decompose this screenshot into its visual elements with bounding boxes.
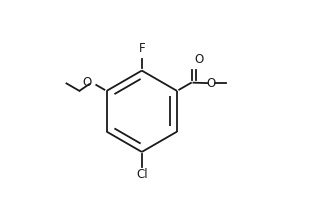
- Text: O: O: [83, 76, 92, 89]
- Text: Cl: Cl: [136, 168, 148, 181]
- Text: F: F: [139, 42, 145, 55]
- Text: O: O: [207, 77, 216, 90]
- Text: O: O: [194, 53, 203, 66]
